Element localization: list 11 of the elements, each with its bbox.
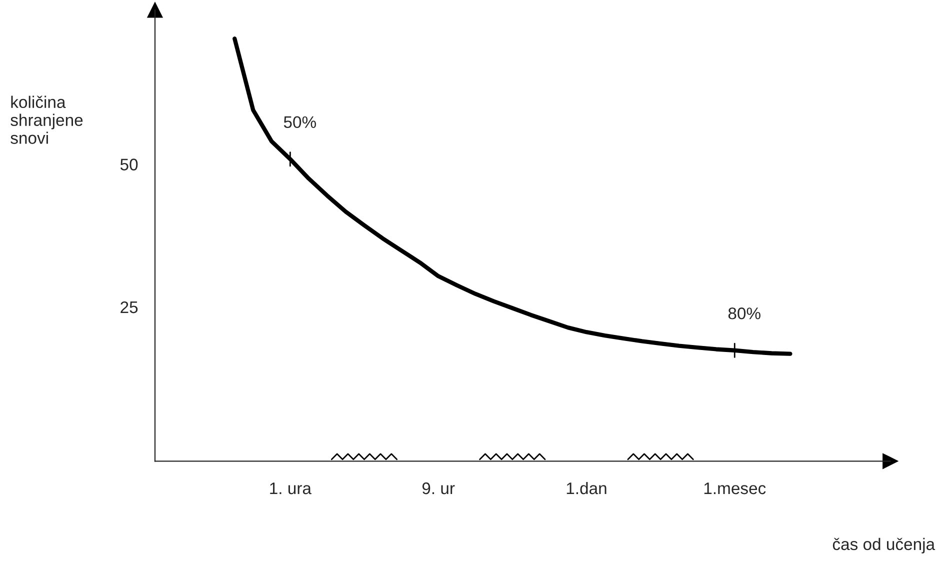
x-tick-label: 1. ura	[270, 482, 312, 494]
x-tick-label: 1.mesec	[704, 482, 766, 494]
y-tick-label: 25	[120, 301, 138, 314]
y-axis-title: količina shranjene snovi	[10, 96, 83, 144]
line-series	[232, 36, 792, 356]
x-tick-label: 9. ur	[422, 482, 455, 494]
annotation: 80%	[728, 308, 760, 320]
x-axis-title: čas od učenja	[832, 538, 936, 554]
x-tick-label: 1.dan	[566, 482, 606, 494]
annotation: 50%	[284, 116, 316, 128]
y-tick-label: 50	[120, 158, 138, 170]
